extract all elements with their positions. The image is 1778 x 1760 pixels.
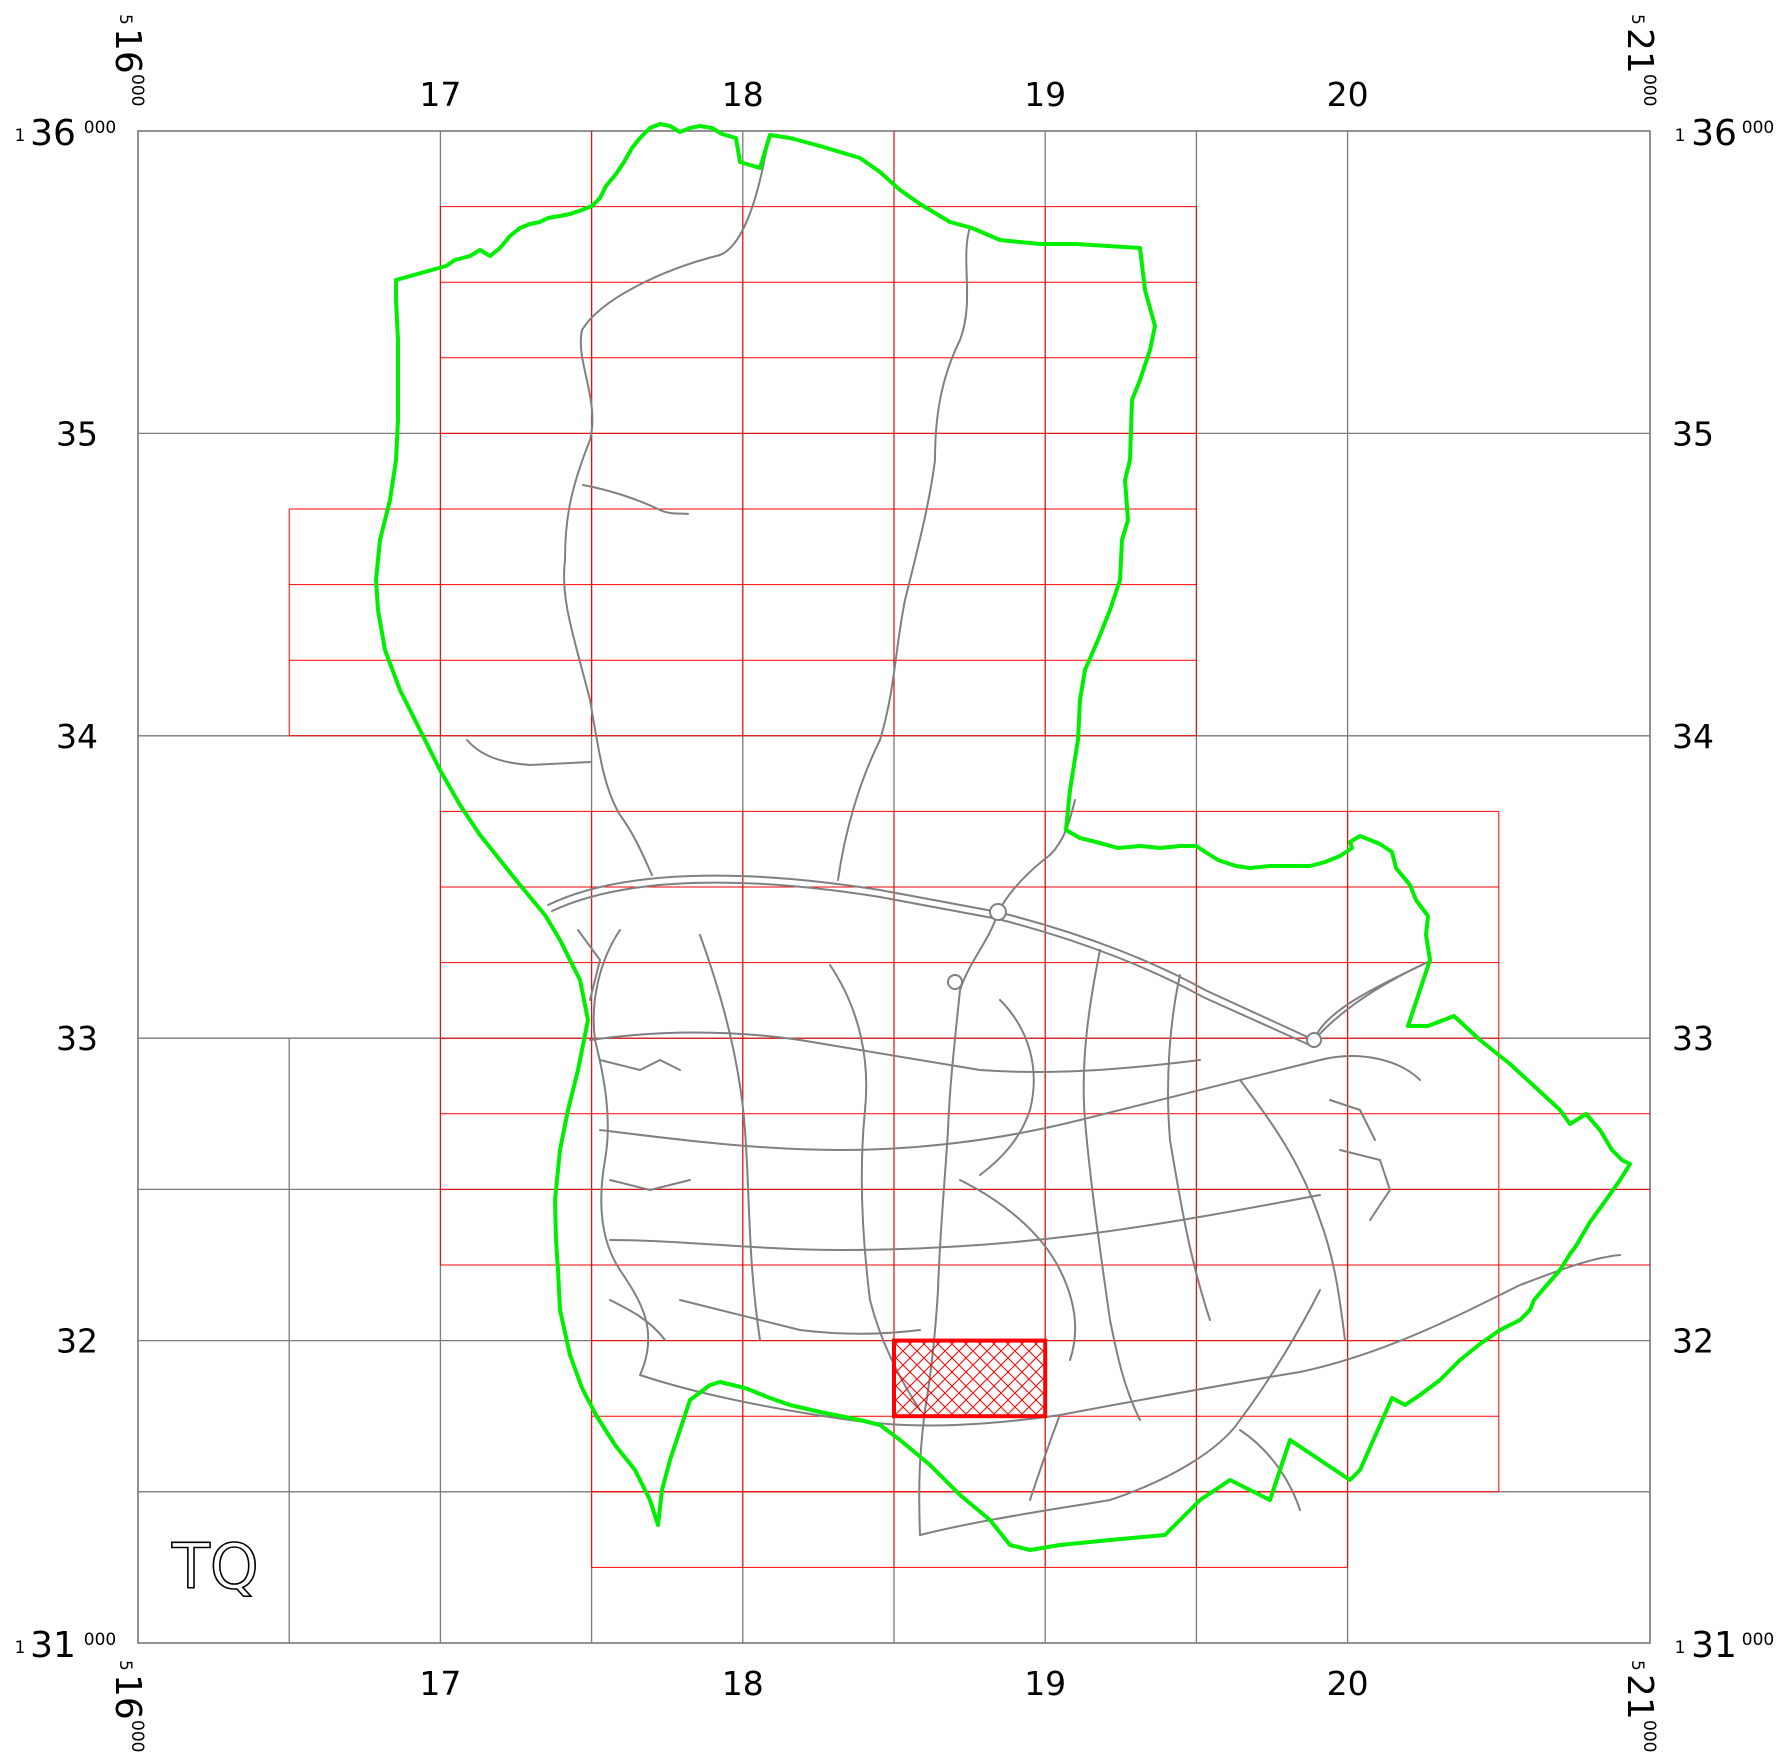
district-boundary [374, 122, 1632, 1552]
northing-corner-sub: 000 [84, 1630, 116, 1650]
easting-label-bottom: 17 [419, 1664, 461, 1703]
mid-road-8 [609, 1194, 1321, 1251]
mid-road-4 [829, 964, 921, 1411]
northing-corner-super: 1 [1675, 126, 1686, 146]
northing-label-left: 33 [56, 1019, 98, 1058]
ring-road-inner [551, 881, 1315, 1048]
south-road-2 [919, 1289, 1321, 1536]
northing-label-left: 34 [56, 717, 98, 756]
roundabout-north [989, 903, 1007, 921]
north-road-east [837, 226, 971, 881]
mid-road-7 [1239, 1079, 1346, 1341]
north-road-spur [582, 484, 689, 515]
northing-corner-super: 1 [15, 126, 26, 146]
easting-label-top: 18 [722, 75, 764, 114]
easting-corner-main: 21 [1619, 1674, 1660, 1720]
mid-road-9 [959, 1179, 1077, 1361]
easting-label-top: 20 [1327, 75, 1369, 114]
northing-corner-main: 36 [1691, 113, 1737, 154]
west-stub-1 [577, 929, 601, 1001]
northing-corner-main: 31 [1691, 1625, 1737, 1666]
east-stub-1 [1339, 1149, 1391, 1221]
easting-corner-super: 5 [115, 1660, 135, 1671]
highlighted-tile[interactable] [892, 1338, 1048, 1419]
northing-corner-super: 1 [15, 1638, 26, 1658]
northing-label-right: 32 [1672, 1322, 1714, 1361]
mid-road-11 [679, 1299, 921, 1335]
northing-label-right: 33 [1672, 1019, 1714, 1058]
northing-label-left: 35 [56, 414, 98, 453]
easting-corner-main: 16 [107, 1674, 148, 1720]
east-stub-2 [1329, 1099, 1376, 1141]
easting-corner-sub: 000 [127, 1720, 147, 1752]
se-road-2 [1029, 1414, 1061, 1501]
northing-label-right: 34 [1672, 717, 1714, 756]
northing-corner-sub: 000 [84, 118, 116, 138]
mid-road-3 [699, 934, 761, 1341]
easting-label-bottom: 18 [722, 1664, 764, 1703]
easting-label-top: 17 [419, 75, 461, 114]
sw-road [609, 1299, 666, 1341]
road-network [466, 134, 1621, 1536]
northing-corner-sub: 000 [1742, 1630, 1774, 1650]
mid-road-2 [589, 1031, 1201, 1073]
easting-corner-main: 21 [1619, 28, 1660, 74]
east-link [1313, 961, 1429, 1041]
west-loop [592, 929, 650, 1376]
mid-road-5 [1082, 949, 1141, 1421]
easting-corner-super: 5 [115, 14, 135, 25]
northing-label-left: 32 [56, 1322, 98, 1361]
south-road [639, 1254, 1621, 1427]
easting-corner-sub: 000 [1639, 1720, 1659, 1752]
northing-corner-sub: 000 [1742, 118, 1774, 138]
ring-road [547, 874, 1429, 1041]
easting-label-top: 19 [1024, 75, 1066, 114]
easting-label-bottom: 20 [1327, 1664, 1369, 1703]
west-stub-2 [599, 1059, 681, 1071]
mid-road-10 [979, 999, 1035, 1176]
north-west-road [466, 739, 591, 766]
roundabout-east [1306, 1032, 1322, 1048]
tile-index-grid [288, 131, 1650, 1568]
west-stub-3 [609, 1179, 691, 1191]
northing-corner-main: 31 [30, 1625, 76, 1666]
easting-corner-super: 5 [1627, 14, 1647, 25]
easting-corner-sub: 000 [1639, 74, 1659, 106]
north-road-west [563, 134, 770, 876]
highlighted-tile-rect[interactable] [892, 1338, 1048, 1419]
mid-road-1 [599, 1055, 1421, 1151]
junction-road-north [997, 799, 1076, 913]
easting-label-bottom: 19 [1024, 1664, 1066, 1703]
easting-corner-sub: 000 [127, 74, 147, 106]
northing-corner-super: 1 [1675, 1638, 1686, 1658]
mid-road-6 [1167, 974, 1211, 1321]
northing-corner-main: 36 [30, 113, 76, 154]
easting-corner-super: 5 [1627, 1660, 1647, 1671]
northing-label-right: 35 [1672, 414, 1714, 453]
easting-corner-main: 16 [107, 28, 148, 74]
grid-square-letters: TQ [171, 1530, 259, 1603]
se-road-1 [1239, 1429, 1301, 1511]
roundabout-central [947, 974, 963, 990]
